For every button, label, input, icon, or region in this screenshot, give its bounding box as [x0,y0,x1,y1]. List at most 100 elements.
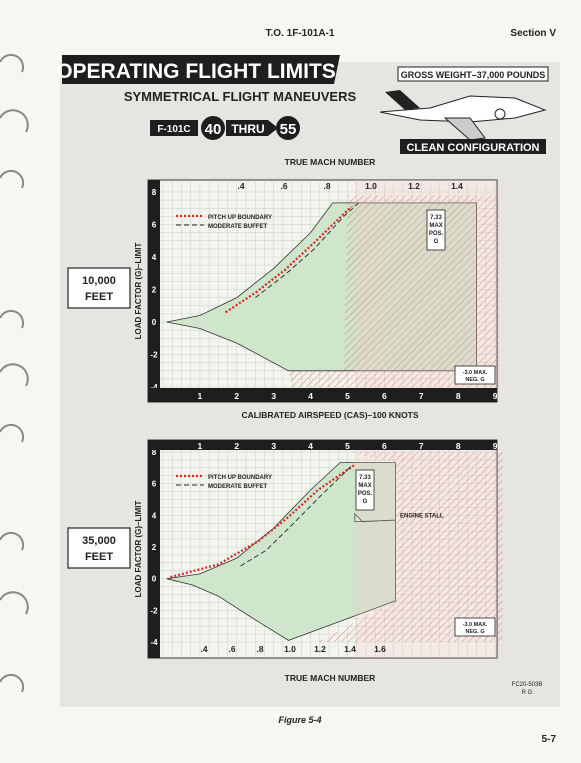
figure-caption: Figure 5-4 [278,715,321,725]
cas-axis-title: CALIBRATED AIRSPEED (CAS)–100 KNOTS [241,410,418,420]
max-neg-g: NEG. G [465,629,484,635]
legend-label: MODERATE BUFFET [208,224,268,230]
thru: THRU [231,122,264,136]
block-to: 55 [280,121,297,138]
y-axis-title: LOAD FACTOR (G)–LIMIT [134,501,143,598]
title: OPERATING FLIGHT LIMITS [56,60,336,83]
cas-tick-label: 4 [308,391,313,401]
title-banner [62,55,340,84]
cas-axis-strip [148,440,497,450]
cas-tick-label: 5 [345,391,350,401]
max-neg-g: -3.0 MAX. [463,370,488,376]
badge [201,116,225,140]
buffet-boundary [255,202,359,298]
max-pos-g-box [426,209,446,251]
mach-tick-label: 1.2 [314,644,326,654]
block-from: 40 [205,121,222,138]
mach-tick-label: .6 [228,644,235,654]
cas-tick-label: 9 [493,441,498,451]
cas-tick-label: 7 [419,441,424,451]
y-tick-label: -4 [150,383,158,392]
model: F-101C [157,124,190,135]
y-tick-label: -2 [150,351,158,360]
max-pos-g: POS. [429,231,444,237]
max-pos-g: G [363,499,368,505]
cas-tick-label: 4 [308,441,313,451]
max-neg-g-box [454,617,496,637]
max-pos-g-box [355,469,375,511]
cas-tick-label: 8 [456,391,461,401]
thru-arrow [226,120,278,136]
max-neg-g-box [454,365,496,385]
gross-weight: GROSS WEIGHT–37,000 POUNDS [401,70,546,80]
max-pos-g: 7.33 [359,475,371,481]
cas-tick-label: 6 [382,441,387,451]
cas-tick-label: 3 [271,441,276,451]
y-tick-label: 0 [152,575,157,584]
y-tick-label: 2 [152,543,157,552]
max-neg-g: -3.0 MAX. [463,622,488,628]
pitch-up-boundary [225,205,352,314]
altitude: 35,000 [82,535,116,547]
y-tick-label: 6 [152,221,157,230]
mach-tick-label: .4 [200,644,207,654]
y-tick-label: 2 [152,286,157,295]
weight-box [397,66,549,82]
cas-tick-label: 2 [234,391,239,401]
y-tick-label: -4 [150,638,158,647]
max-pos-g: MAX [358,483,371,489]
mach-axis-title: TRUE MACH NUMBER [285,157,376,167]
altitude-box [67,527,131,569]
overspeed-region [288,195,499,387]
config-box [400,139,546,154]
y-tick-label: 0 [152,318,157,327]
cas-axis-strip [148,388,497,402]
altitude: FEET [85,551,113,563]
altitude: 10,000 [82,275,116,287]
mach-tick-label: 1.6 [374,644,386,654]
mach-tick-label: 1.0 [284,644,296,654]
figure-code: FC20-503B [512,682,543,688]
altitude-box [67,267,131,309]
y-tick-label: 6 [152,480,157,489]
buffet-boundary [240,465,352,567]
cas-tick-label: 9 [493,391,498,401]
pitch-up-boundary [170,463,356,579]
y-tick-label: -2 [150,606,158,615]
y-tick-label: 8 [152,448,157,457]
max-pos-g: MAX [429,223,442,229]
initials: R G [522,690,533,696]
cas-tick-label: 3 [271,391,276,401]
y-tick-label: 4 [152,253,157,262]
mach-tick-label: .8 [323,181,330,191]
y-axis-strip [148,180,160,402]
cas-tick-label: 1 [198,441,203,451]
doc-number: T.O. 1F-101A-1 [266,28,335,39]
max-pos-g: 7.33 [430,215,442,221]
cas-tick-label: 6 [382,391,387,401]
y-axis-title: LOAD FACTOR (G)–LIMIT [134,243,143,340]
mach-tick-label: .8 [256,644,263,654]
page-number: 5-7 [542,734,557,745]
overspeed-tint [354,180,497,402]
mach-tick-label: 1.4 [451,181,463,191]
altitude: FEET [85,291,113,303]
mach-tick-label: 1.0 [365,181,377,191]
engine-stall: ENGINE STALL [400,513,444,519]
cas-tick-label: 5 [345,441,350,451]
cas-tick-label: 7 [419,391,424,401]
legend-label: MODERATE BUFFET [208,484,268,490]
mach-tick-label: 1.4 [344,644,356,654]
max-pos-g: G [434,239,439,245]
overspeed-region [284,452,503,642]
cas-tick-label: 8 [456,441,461,451]
mach-tick-label: 1.2 [408,181,420,191]
max-pos-g: POS. [358,491,373,497]
legend-label: PITCH UP BOUNDARY [208,475,272,481]
section: Section V [510,28,556,39]
max-neg-g: NEG. G [465,377,484,383]
subtitle: SYMMETRICAL FLIGHT MANEUVERS [124,89,357,104]
configuration: CLEAN CONFIGURATION [406,142,539,154]
